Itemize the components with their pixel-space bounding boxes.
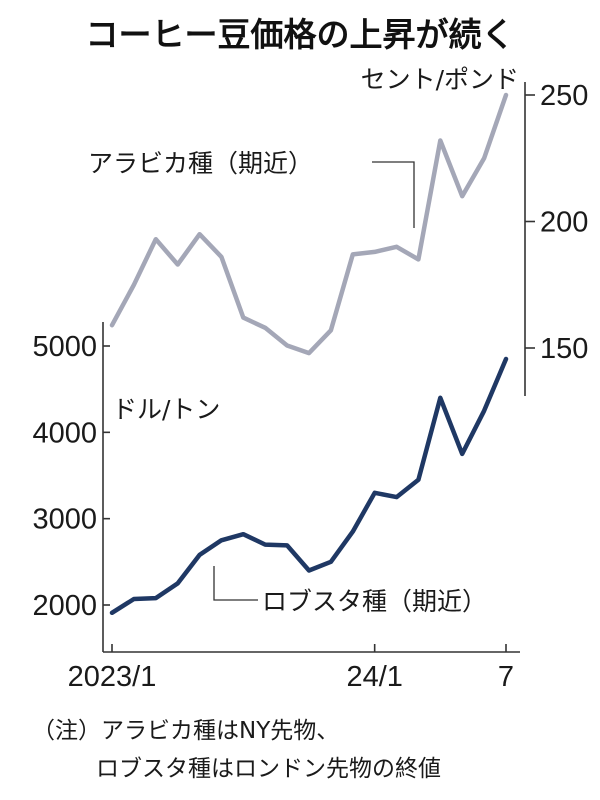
right-tick-label: 250: [540, 80, 588, 112]
robusta-leader-line: [213, 566, 258, 601]
right-axis-unit: セント/ポンド: [361, 65, 519, 94]
footnote-line-1: （注）アラビカ種はNY先物、: [32, 718, 339, 744]
left-axis-unit: ドル/トン: [112, 395, 220, 424]
robusta-series-line: [109, 356, 509, 616]
right-tick-label: 150: [540, 333, 588, 365]
left-tick-label: 4000: [32, 417, 97, 449]
right-axis-ticks: 150 200 250: [525, 80, 588, 365]
arabica-series-line: [109, 92, 509, 356]
left-tick-label: 5000: [32, 331, 97, 363]
x-tick-label: 2023/1: [68, 661, 157, 693]
left-tick-label: 3000: [32, 504, 97, 536]
x-tick-label: 24/1: [346, 661, 402, 693]
footnote-line-2: ロブスタ種はロンドン先物の終値: [96, 756, 441, 782]
arabica-leader-line: [372, 161, 415, 228]
left-axis-ticks: 2000 3000 4000 5000: [32, 331, 110, 622]
robusta-series-label: ロブスタ種（期近）: [262, 587, 487, 616]
x-axis-ticks: 2023/1 24/1 7: [68, 644, 514, 693]
right-tick-label: 200: [540, 207, 588, 239]
arabica-series-label: アラビカ種（期近）: [88, 149, 313, 178]
x-tick-label: 7: [498, 661, 514, 693]
chart-title: コーヒー豆価格の上昇が続く: [86, 15, 515, 54]
left-tick-label: 2000: [32, 590, 97, 622]
